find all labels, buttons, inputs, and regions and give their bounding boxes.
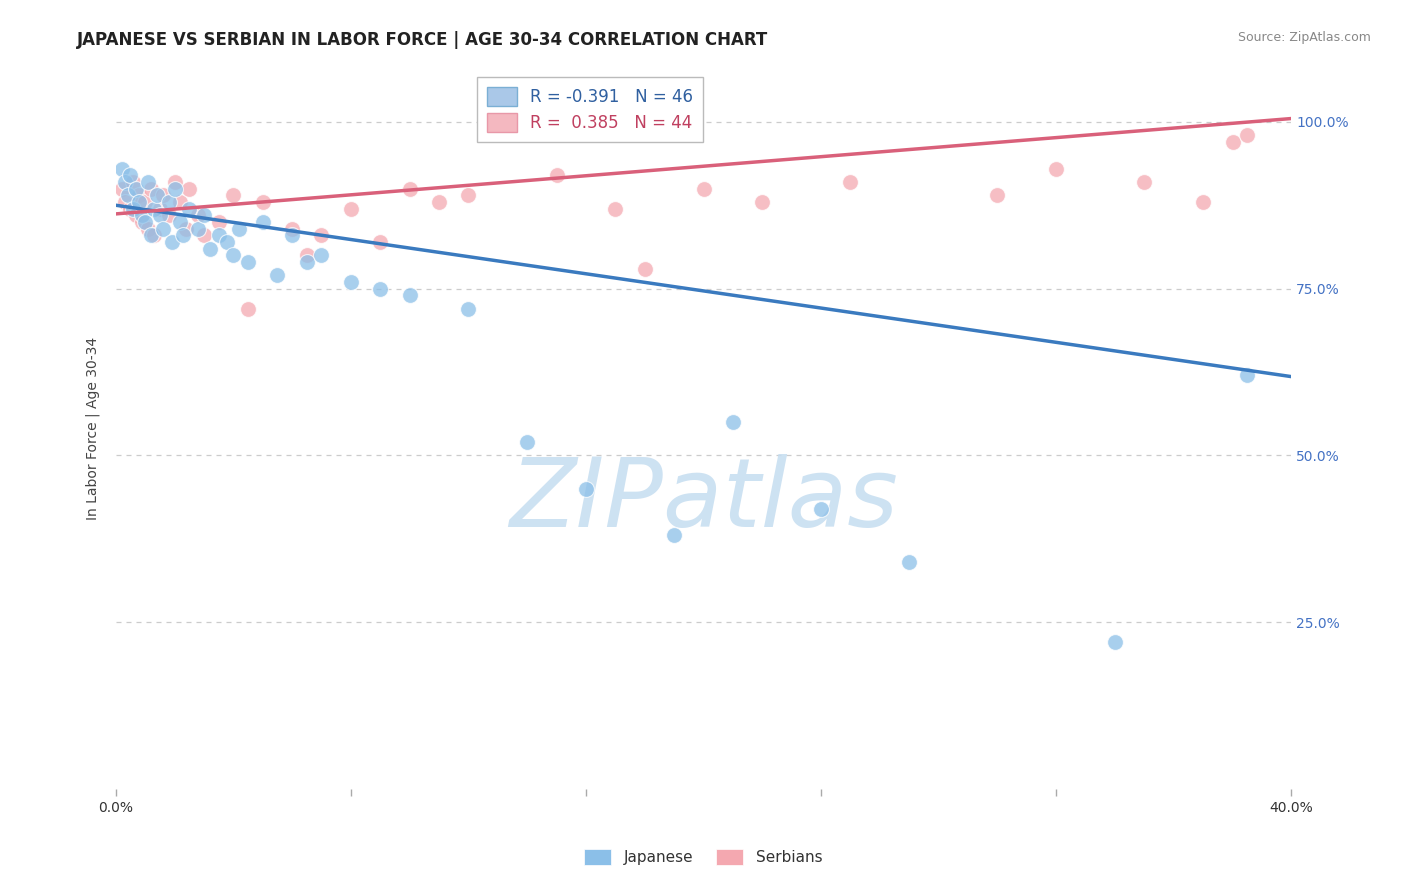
Point [157, 194, 180, 209]
Point [751, 194, 773, 209]
Point [236, 255, 259, 269]
Point [122, 202, 145, 216]
Point [136, 175, 159, 189]
Point [120, 168, 142, 182]
Point [898, 555, 921, 569]
Point [139, 181, 162, 195]
Point [295, 248, 318, 262]
Point [128, 188, 150, 202]
Point [252, 194, 274, 209]
Point [1192, 194, 1215, 209]
Point [427, 194, 450, 209]
Point [281, 228, 304, 243]
Point [1236, 128, 1258, 143]
Point [169, 194, 191, 209]
Point [1236, 368, 1258, 383]
Point [340, 202, 363, 216]
Point [252, 215, 274, 229]
Point [1222, 135, 1244, 149]
Point [295, 255, 318, 269]
Point [222, 188, 245, 202]
Point [187, 208, 209, 222]
Point [266, 268, 288, 283]
Legend: R = -0.391   N = 46, R =  0.385   N = 44: R = -0.391 N = 46, R = 0.385 N = 44 [477, 77, 703, 142]
Point [122, 175, 145, 189]
Point [634, 261, 657, 276]
Point [236, 301, 259, 316]
Point [398, 288, 420, 302]
Point [311, 228, 333, 243]
Point [721, 415, 744, 429]
Point [114, 194, 136, 209]
Point [157, 208, 180, 222]
Point [839, 175, 862, 189]
Point [134, 215, 156, 229]
Point [217, 235, 239, 249]
Point [340, 275, 363, 289]
Point [179, 202, 201, 216]
Point [311, 248, 333, 262]
Point [281, 221, 304, 235]
Point [152, 221, 174, 235]
Point [169, 215, 191, 229]
Point [136, 221, 159, 235]
Point [228, 221, 250, 235]
Text: Source: ZipAtlas.com: Source: ZipAtlas.com [1237, 31, 1371, 45]
Point [692, 181, 714, 195]
Text: JAPANESE VS SERBIAN IN LABOR FORCE | AGE 30-34 CORRELATION CHART: JAPANESE VS SERBIAN IN LABOR FORCE | AGE… [77, 31, 769, 49]
Point [193, 228, 215, 243]
Point [146, 188, 169, 202]
Point [179, 181, 201, 195]
Point [810, 501, 832, 516]
Text: ZIPatlas: ZIPatlas [509, 454, 898, 547]
Point [1045, 161, 1067, 176]
Point [111, 181, 134, 195]
Point [176, 221, 198, 235]
Point [516, 434, 538, 449]
Point [398, 181, 420, 195]
Point [605, 202, 627, 216]
Point [457, 301, 479, 316]
Point [1104, 635, 1126, 649]
Point [368, 235, 391, 249]
Point [575, 482, 598, 496]
Point [131, 208, 153, 222]
Point [160, 235, 183, 249]
Point [111, 161, 134, 176]
Point [208, 228, 231, 243]
Point [128, 194, 150, 209]
Point [125, 181, 148, 195]
Point [187, 221, 209, 235]
Point [149, 208, 172, 222]
Point [131, 215, 153, 229]
Point [172, 228, 194, 243]
Point [163, 181, 186, 195]
Point [368, 282, 391, 296]
Point [152, 188, 174, 202]
Point [117, 188, 139, 202]
Point [222, 248, 245, 262]
Point [546, 168, 568, 182]
Point [134, 194, 156, 209]
Point [208, 215, 231, 229]
Point [149, 202, 172, 216]
Point [662, 528, 685, 542]
Point [143, 228, 166, 243]
Point [125, 208, 148, 222]
Point [120, 202, 142, 216]
Point [193, 208, 215, 222]
Point [139, 228, 162, 243]
Point [114, 175, 136, 189]
Point [1133, 175, 1156, 189]
Point [198, 242, 221, 256]
Point [457, 188, 479, 202]
Y-axis label: In Labor Force | Age 30-34: In Labor Force | Age 30-34 [86, 337, 100, 520]
Point [986, 188, 1008, 202]
Point [143, 202, 166, 216]
Legend: Japanese, Serbians: Japanese, Serbians [578, 843, 828, 871]
Point [163, 175, 186, 189]
